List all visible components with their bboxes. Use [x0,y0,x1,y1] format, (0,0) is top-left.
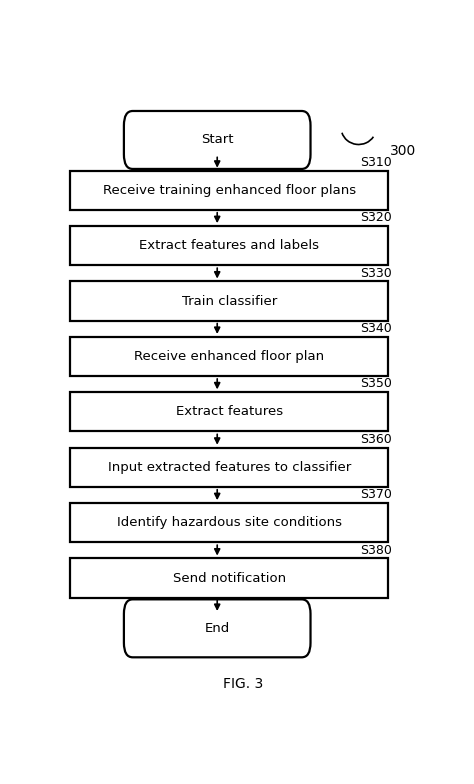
Text: Start: Start [201,133,234,147]
Bar [70,281,388,321]
FancyBboxPatch shape [124,111,310,169]
Text: S340: S340 [360,322,392,335]
Text: Identify hazardous site conditions: Identify hazardous site conditions [117,516,342,529]
Text: S360: S360 [360,433,392,446]
Bar [70,171,388,210]
Text: S380: S380 [360,543,392,557]
Text: S350: S350 [360,377,392,390]
Text: Input extracted features to classifier: Input extracted features to classifier [108,461,351,474]
Text: Extract features and labels: Extract features and labels [139,239,319,252]
Text: Train classifier: Train classifier [182,295,277,307]
Text: FIG. 3: FIG. 3 [223,677,263,691]
Text: S330: S330 [360,267,392,280]
Text: Extract features: Extract features [175,405,283,419]
Text: Receive enhanced floor plan: Receive enhanced floor plan [134,350,324,363]
Text: S310: S310 [360,156,392,169]
Text: S370: S370 [360,488,392,501]
Text: End: End [205,622,230,635]
Bar [70,337,388,376]
FancyBboxPatch shape [124,599,310,657]
Bar [70,448,388,487]
Bar [70,503,388,543]
Text: Receive training enhanced floor plans: Receive training enhanced floor plans [102,183,356,197]
Text: Send notification: Send notification [173,572,286,585]
Bar [70,558,388,597]
Bar [70,226,388,265]
Text: S320: S320 [360,211,392,224]
Bar [70,392,388,431]
Text: 300: 300 [390,144,416,158]
